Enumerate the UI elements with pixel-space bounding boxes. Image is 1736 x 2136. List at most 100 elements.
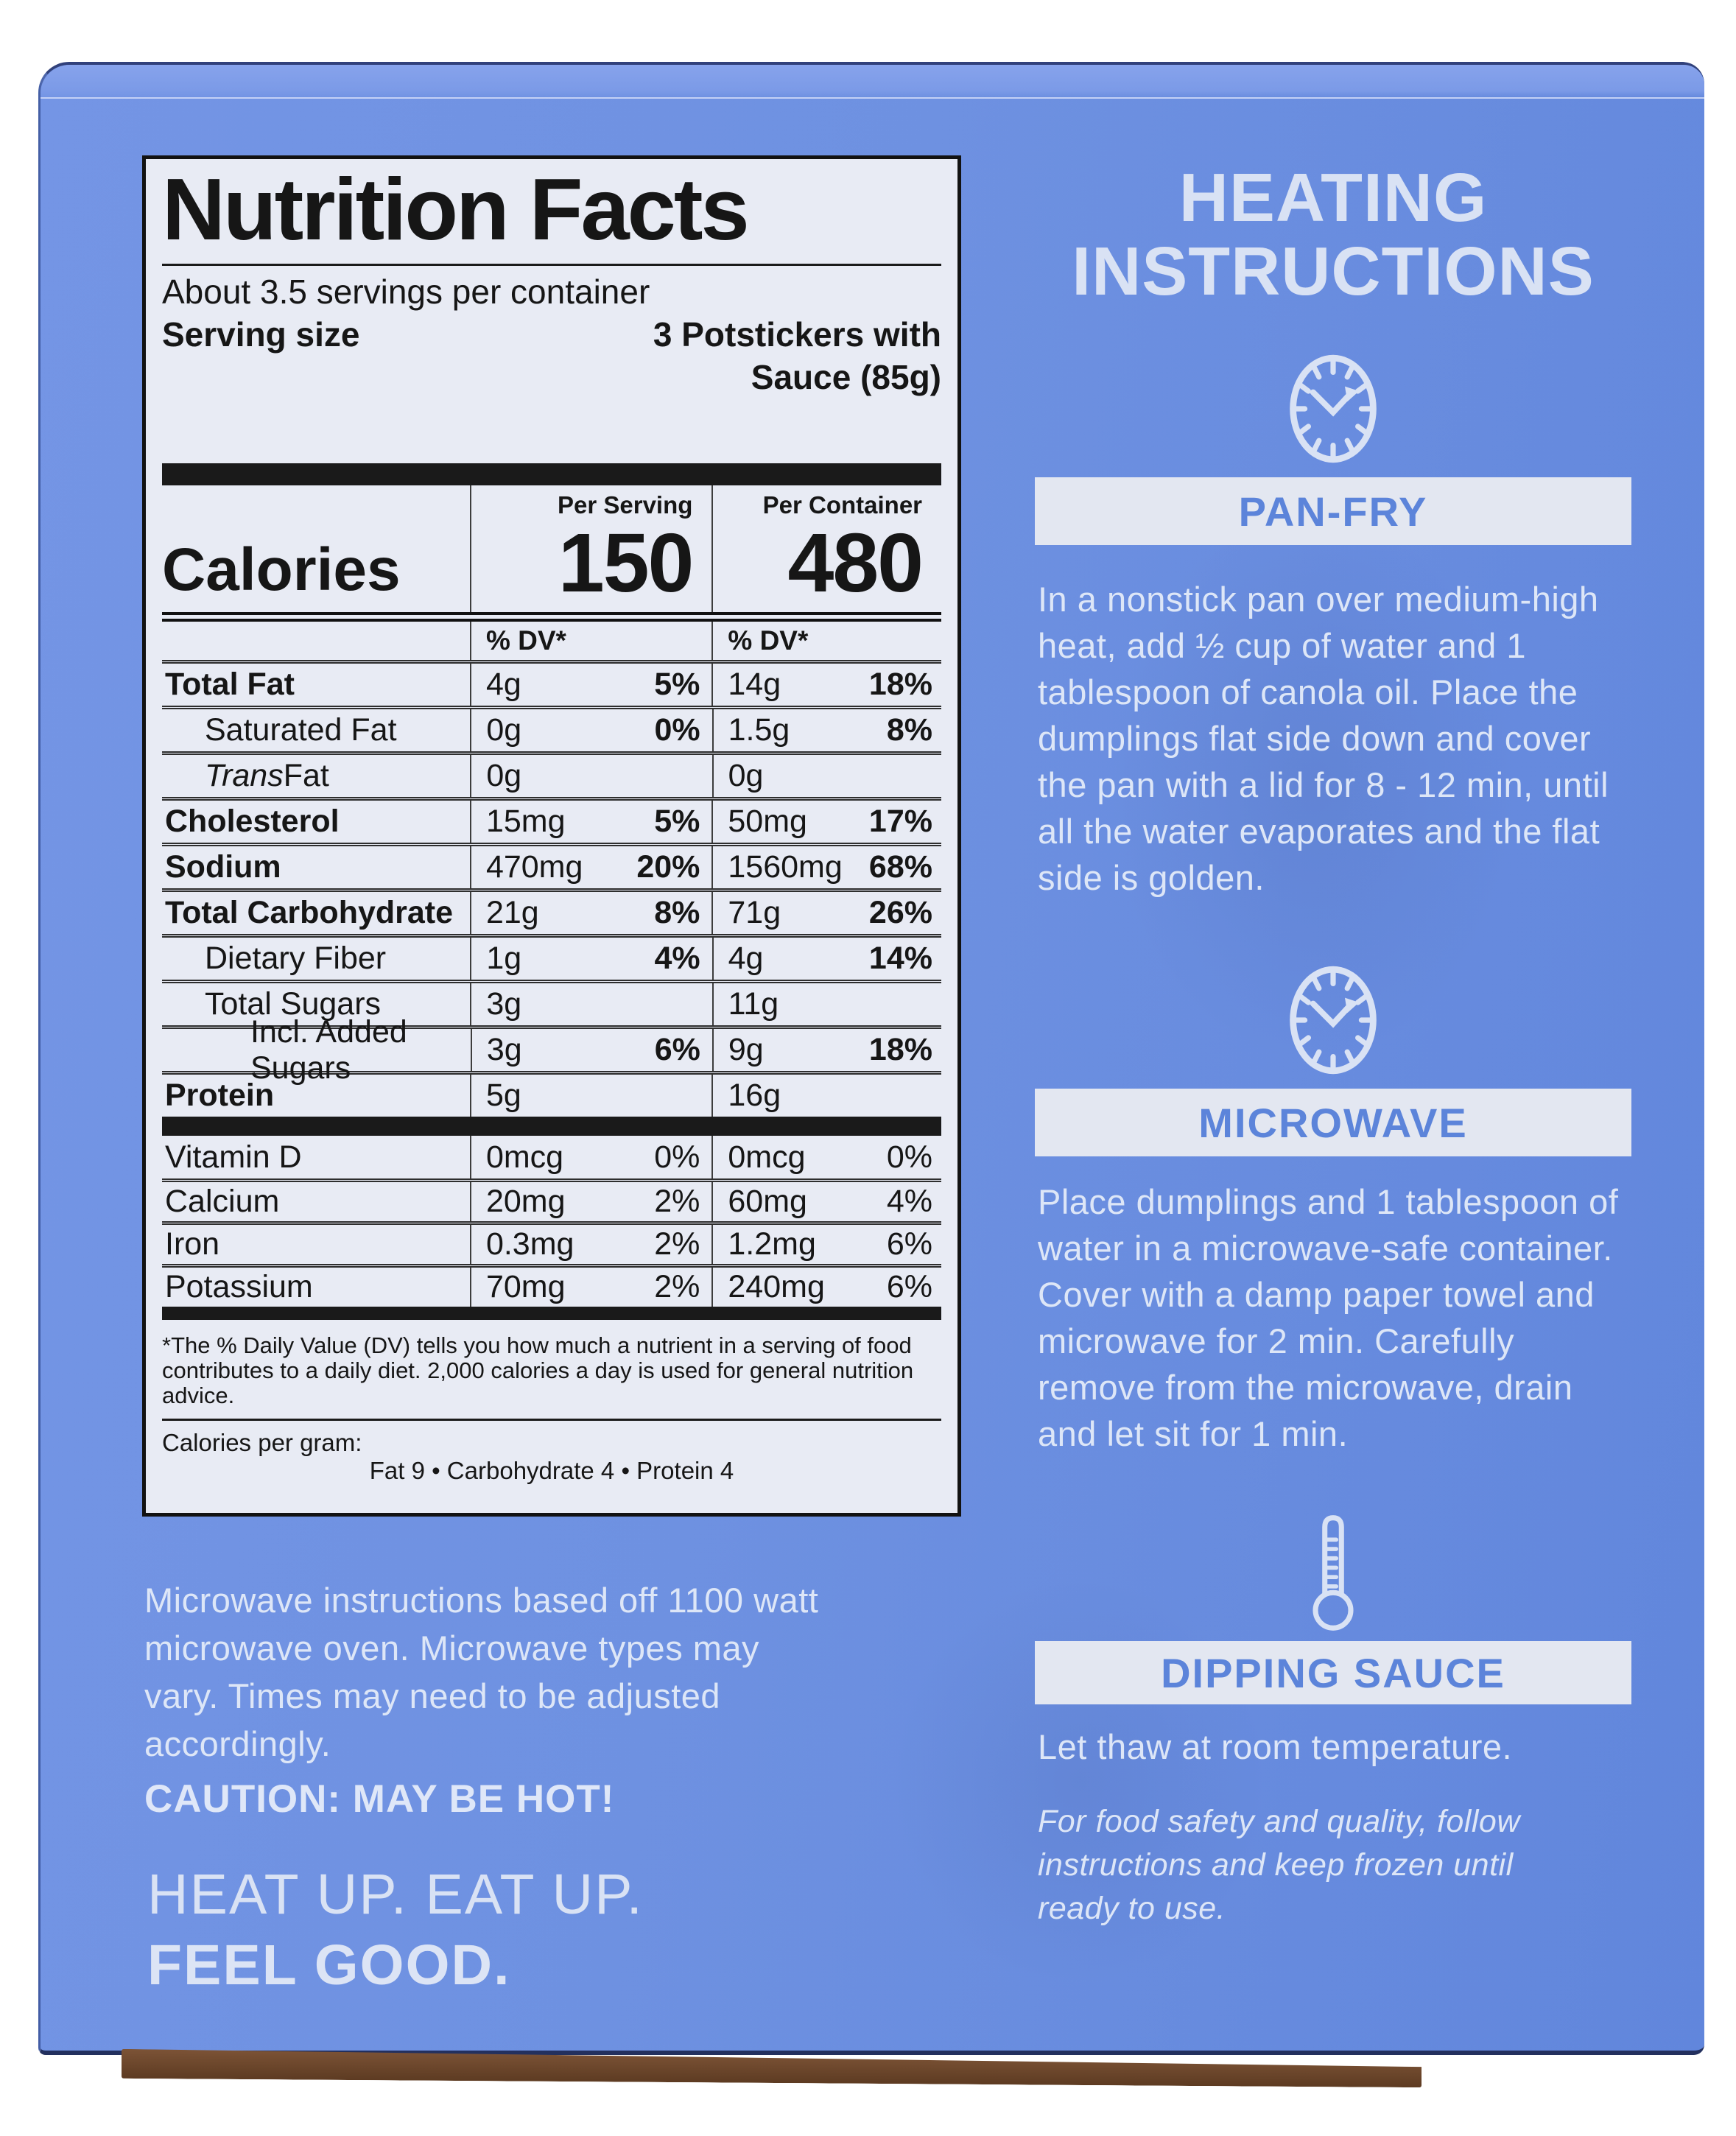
divider	[162, 264, 941, 266]
per-container-amount: 0g	[728, 758, 764, 793]
tagline-line2: FEEL GOOD.	[147, 1933, 511, 1997]
per-container-dv: 8%	[886, 712, 932, 748]
tagline-line1: HEAT UP. EAT UP.	[147, 1863, 644, 1926]
per-serving-dv: 0%	[654, 1139, 700, 1175]
nutrient-row-added-sugars: Incl. Added Sugars 3g 6% 9g 18%	[162, 1013, 941, 1086]
calories-label: Calories	[162, 536, 401, 603]
per-container-dv: 17%	[868, 804, 932, 839]
per-serving-amount: 5g	[485, 1078, 521, 1113]
per-container-dv: 0%	[886, 1139, 932, 1175]
per-serving-amount: 1g	[486, 941, 522, 976]
nutrient-name: Incl. Added Sugars	[250, 1013, 407, 1086]
calories-per-gram-label: Calories per gram:	[162, 1429, 362, 1456]
per-serving-amount: 4g	[485, 667, 521, 702]
per-container-amount: 1.2mg	[728, 1226, 816, 1262]
dv-header-per-container: % DV*	[711, 622, 941, 660]
nutrient-name: Total Fat	[165, 667, 295, 702]
per-container-dv: 68%	[868, 849, 932, 885]
thick-divider-bar	[162, 463, 941, 485]
vitamin-row-calcium: Calcium 20mg 2% 60mg 4%	[162, 1178, 941, 1221]
nutrient-row-total-sugars: Total Sugars 3g 11g	[162, 980, 941, 1025]
dv-header-per-serving: % DV*	[469, 622, 711, 660]
pan-fry-instructions: In a nonstick pan over medium-high heat,…	[1038, 580, 1609, 897]
per-container-amount: 71g	[728, 895, 781, 930]
per-container-amount: 4g	[728, 941, 764, 976]
vitamin-row-vitamin-d: Vitamin D 0mcg 0% 0mcg 0%	[162, 1136, 941, 1178]
nutrient-name: Saturated Fat	[205, 712, 397, 748]
per-container-header: Per Container	[762, 491, 923, 519]
calories-row: Calories Per Serving 150 Per Container 4…	[162, 485, 941, 622]
per-container-dv: 6%	[886, 1226, 932, 1262]
per-container-amount: 14g	[728, 667, 781, 702]
nutrient-row-saturated-fat: Saturated Fat 0g 0% 1.5g 8%	[162, 706, 941, 751]
nutrient-row-dietary-fiber: Dietary Fiber 1g 4% 4g 14%	[162, 934, 941, 980]
nutrient-row-total-fat: Total Fat 4g 5% 14g 18%	[162, 660, 941, 706]
nutrient-name: Total Carbohydrate	[165, 895, 454, 930]
calories-per-serving-cell: Per Serving 150	[470, 485, 711, 612]
per-container-dv: 14%	[868, 941, 932, 976]
food-safety-note: For food safety and quality, follow inst…	[1038, 1804, 1520, 1926]
thick-divider-bar	[162, 1307, 941, 1320]
per-container-amount: 16g	[728, 1078, 781, 1113]
calories-per-container-cell: Per Container 480	[711, 485, 941, 612]
per-serving-dv: 2%	[654, 1269, 700, 1304]
per-serving-header: Per Serving	[557, 491, 693, 519]
nutrient-name: Iron	[165, 1226, 220, 1262]
per-container-amount: 9g	[728, 1032, 764, 1067]
per-container-amount: 0mcg	[728, 1139, 806, 1175]
per-serving-dv: 2%	[654, 1226, 700, 1262]
nutrient-row-trans-fat: Trans Fat 0g 0g	[162, 751, 941, 797]
per-container-dv: 18%	[868, 1032, 932, 1067]
per-container-amount: 1560mg	[728, 849, 843, 885]
per-container-dv: 6%	[886, 1269, 932, 1304]
thick-divider-bar	[162, 1117, 941, 1136]
serving-size-label: Serving size	[162, 315, 360, 354]
caution-text: CAUTION: MAY BE HOT!	[144, 1777, 615, 1821]
per-serving-dv: 5%	[654, 804, 700, 839]
nutrient-name: Vitamin D	[165, 1139, 302, 1175]
per-serving-amount: 15mg	[485, 804, 566, 839]
per-container-dv: 26%	[868, 895, 932, 930]
per-serving-dv: 8%	[654, 895, 700, 930]
nutrient-name: Total Sugars	[205, 986, 382, 1022]
pan-fry-section-bar: PAN-FRY	[1035, 477, 1631, 545]
per-serving-dv: 20%	[636, 849, 700, 885]
divider	[162, 1419, 941, 1421]
microwave-instructions: Place dumplings and 1 tablespoon of wate…	[1038, 1182, 1619, 1453]
per-container-dv: 18%	[868, 667, 932, 702]
per-serving-amount: 0mcg	[485, 1139, 564, 1175]
per-container-dv: 4%	[886, 1184, 932, 1219]
nutrient-name: Trans Fat	[205, 758, 329, 793]
microwave-wattage-note: Microwave instructions based off 1100 wa…	[144, 1581, 819, 1763]
dipping-sauce-section-bar: DIPPING SAUCE	[1035, 1641, 1631, 1704]
box-top-fold	[41, 65, 1704, 99]
clock-icon	[1290, 966, 1377, 1075]
per-serving-amount: 0g	[486, 712, 522, 748]
per-serving-dv: 0%	[654, 712, 700, 748]
per-serving-amount: 70mg	[485, 1269, 566, 1304]
per-serving-dv: 6%	[654, 1032, 700, 1067]
nutrient-row-protein: Protein 5g 16g	[162, 1071, 941, 1117]
servings-per-container: About 3.5 servings per container	[162, 273, 650, 311]
per-container-amount: 50mg	[728, 804, 807, 839]
per-container-amount: 240mg	[728, 1269, 825, 1304]
clock-icon	[1290, 354, 1377, 463]
per-serving-amount: 3g	[486, 986, 522, 1022]
dv-header-row: % DV* % DV*	[162, 622, 941, 660]
calories-per-serving-value: 150	[558, 516, 695, 609]
calories-per-gram-values: Fat 9 • Carbohydrate 4 • Protein 4	[369, 1457, 734, 1484]
nutrient-row-total-carbohydrate: Total Carbohydrate 21g 8% 71g 26%	[162, 888, 941, 934]
per-serving-amount: 0g	[486, 758, 522, 793]
vitamin-row-iron: Iron 0.3mg 2% 1.2mg 6%	[162, 1221, 941, 1264]
per-serving-amount: 20mg	[485, 1184, 566, 1219]
per-serving-dv: 5%	[654, 667, 700, 702]
nutrient-row-sodium: Sodium 470mg 20% 1560mg 68%	[162, 843, 941, 888]
label-title: Nutrition Facts	[162, 161, 750, 259]
per-serving-dv: 4%	[654, 941, 700, 976]
nutrient-name: Sodium	[165, 849, 281, 885]
calories-per-container-value: 480	[787, 516, 924, 609]
microwave-section-bar: MICROWAVE	[1035, 1089, 1631, 1156]
nutrient-name: Dietary Fiber	[205, 941, 387, 976]
heating-instructions-heading: HEATING INSTRUCTIONS	[1072, 159, 1595, 309]
